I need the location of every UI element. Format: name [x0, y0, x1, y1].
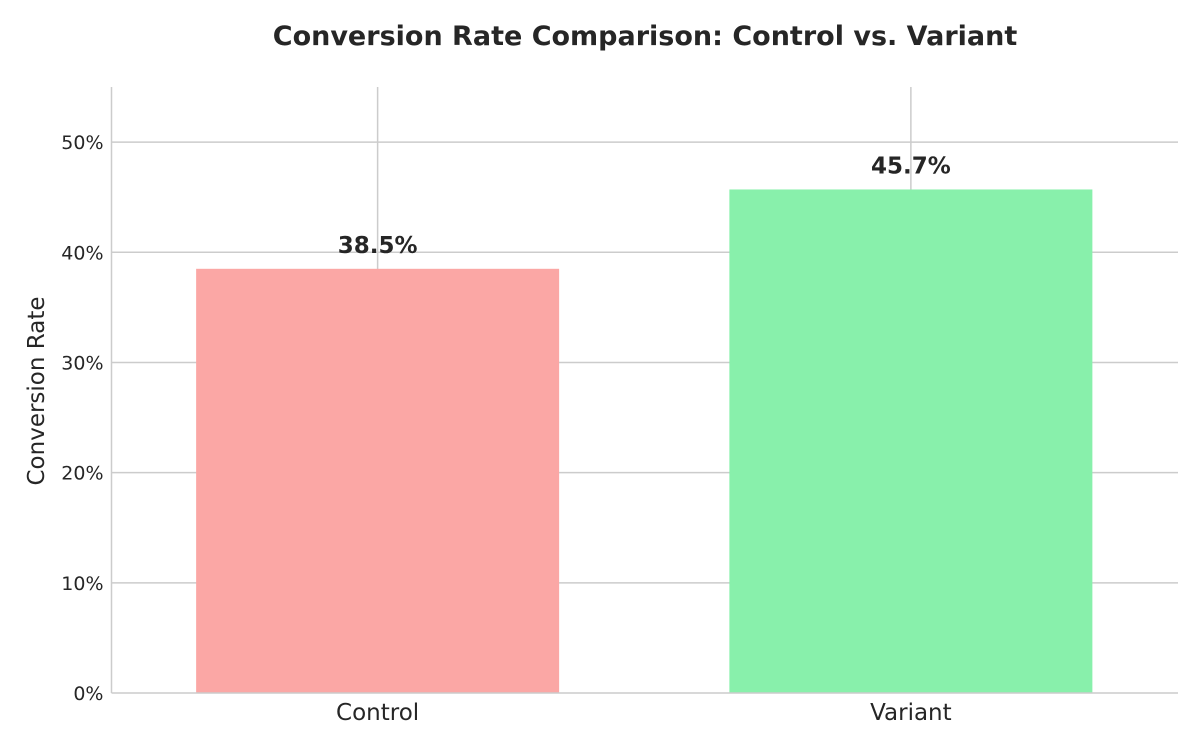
bar-control [196, 268, 560, 693]
labels: 0% 10% 20% 30% 40% 50% 38.5% Control 45.7% Varian… [61, 132, 951, 726]
x-tick-label: Control [336, 700, 419, 726]
y-tick-label: 20% [61, 463, 103, 485]
chart-title: Conversion Rate Comparison: Control vs. … [273, 21, 1018, 52]
y-tick-label: 0% [73, 683, 103, 705]
y-tick-label: 50% [61, 132, 103, 154]
y-tick-label: 10% [61, 573, 103, 595]
bars [196, 189, 1093, 693]
y-axis-label: Conversion Rate [24, 297, 50, 486]
value-label-control: 38.5% [338, 233, 418, 259]
value-label-variant: 45.7% [871, 153, 951, 179]
bar-variant [729, 189, 1093, 693]
y-tick-label: 40% [61, 242, 103, 264]
axes [110, 87, 1178, 694]
x-tick-label: Variant [870, 700, 952, 726]
y-tick-label: 30% [61, 352, 103, 374]
